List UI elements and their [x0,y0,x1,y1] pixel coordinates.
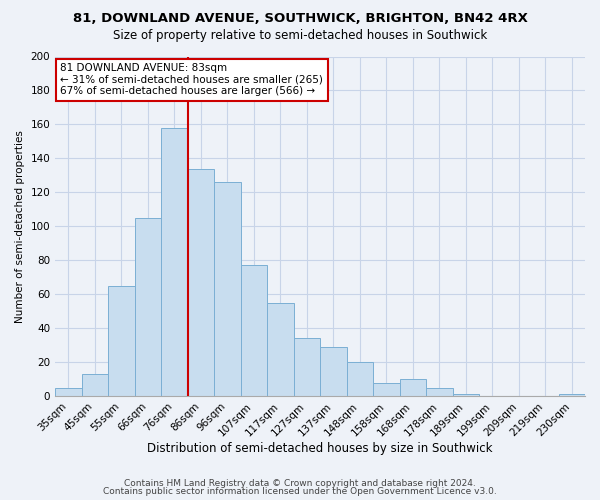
Y-axis label: Number of semi-detached properties: Number of semi-detached properties [15,130,25,322]
Bar [347,362,373,396]
Text: Size of property relative to semi-detached houses in Southwick: Size of property relative to semi-detach… [113,29,487,42]
Bar [82,374,108,396]
Bar [559,394,585,396]
Bar [267,302,293,396]
Text: 81 DOWNLAND AVENUE: 83sqm
← 31% of semi-detached houses are smaller (265)
67% of: 81 DOWNLAND AVENUE: 83sqm ← 31% of semi-… [61,64,323,96]
Bar [293,338,320,396]
Bar [188,168,214,396]
Bar [241,266,267,396]
Bar [108,286,134,396]
X-axis label: Distribution of semi-detached houses by size in Southwick: Distribution of semi-detached houses by … [148,442,493,455]
Bar [426,388,452,396]
Bar [320,347,347,396]
Bar [55,388,82,396]
Bar [452,394,479,396]
Bar [214,182,241,396]
Bar [134,218,161,396]
Bar [373,382,400,396]
Bar [400,379,426,396]
Bar [161,128,188,396]
Text: Contains public sector information licensed under the Open Government Licence v3: Contains public sector information licen… [103,487,497,496]
Text: Contains HM Land Registry data © Crown copyright and database right 2024.: Contains HM Land Registry data © Crown c… [124,478,476,488]
Text: 81, DOWNLAND AVENUE, SOUTHWICK, BRIGHTON, BN42 4RX: 81, DOWNLAND AVENUE, SOUTHWICK, BRIGHTON… [73,12,527,26]
